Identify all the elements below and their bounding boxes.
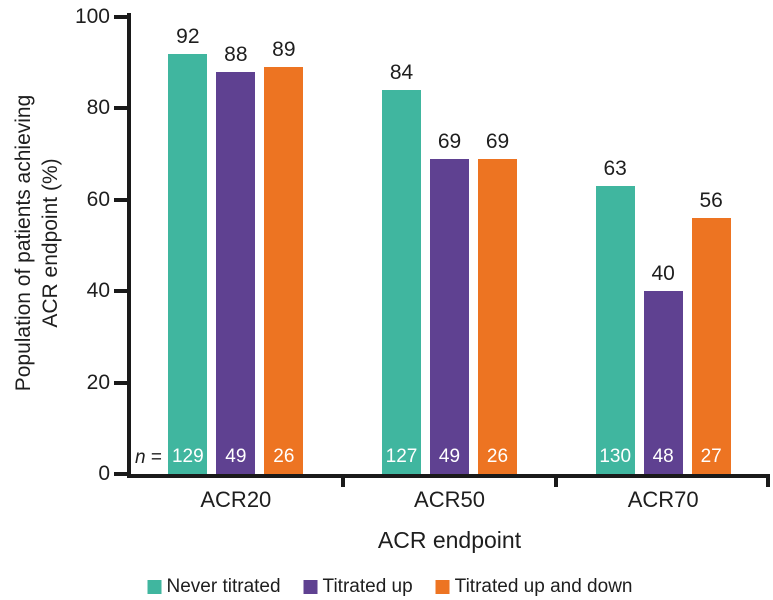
bar-value-label: 69 (485, 129, 510, 153)
bar-value-label: 92 (176, 24, 200, 48)
y-tick-label: 100 (74, 5, 110, 28)
bar-n-label: 49 (225, 446, 247, 467)
legend-item: Titrated up and down (435, 576, 633, 598)
y-tick-label: 20 (86, 370, 110, 394)
legend-swatch-icon (147, 580, 162, 594)
bar-value-label: 69 (437, 129, 462, 153)
bar-value-label: 40 (651, 262, 675, 286)
legend-swatch-icon (303, 580, 318, 594)
x-axis-title: ACR endpoint (377, 527, 522, 553)
y-tick-label: 0 (98, 462, 110, 485)
x-category-label-acr20: ACR20 (200, 487, 272, 512)
bar-value-label: 56 (699, 189, 723, 213)
y-tick-mark (114, 197, 128, 202)
bar: 89 26 (264, 38, 304, 474)
plot-area: 92 129 88 49 89 26 84 127 69 49 69 26 63 130 40 48 56 27 … (129, 17, 770, 474)
bar-value-label: 88 (224, 42, 248, 66)
bar-n-label: 26 (486, 446, 509, 467)
x-tick-mark (766, 478, 770, 487)
x-axis-line (127, 474, 770, 478)
bar-group-acr20: 92 129 88 49 89 26 (129, 17, 343, 474)
n-italic: n (135, 447, 146, 468)
bar: 84 127 (382, 61, 421, 474)
y-tick-mark (114, 472, 128, 476)
y-tick-mark (114, 15, 128, 19)
y-tick-mark (114, 106, 128, 111)
bar-n-label: 49 (438, 446, 461, 467)
y-tick-label: 60 (86, 187, 110, 211)
bar-n-label: 48 (652, 446, 674, 467)
bar-n-label: 130 (599, 446, 632, 467)
y-axis-title-line1: Population of patients achieving (12, 94, 35, 392)
bar: 63 130 (595, 157, 635, 474)
bar-groups: 92 129 88 49 89 26 84 127 69 49 69 26 63 130 40 48 56 27 (129, 17, 770, 474)
x-tick-mark (340, 478, 345, 487)
bar: 92 129 (168, 25, 208, 474)
y-tick-mark (114, 289, 128, 294)
x-category-labels: ACR20 ACR50 ACR70 (129, 487, 770, 513)
legend-item: Never titrated (147, 576, 281, 598)
bar-value-label: 89 (272, 38, 296, 62)
legend-label: Titrated up (322, 576, 413, 597)
y-axis-title-line2: ACR endpoint (%) (39, 158, 62, 328)
bar: 69 49 (430, 130, 469, 474)
legend-swatch-icon (435, 580, 450, 594)
legend: Never titrated Titrated up Titrated up and… (147, 576, 633, 598)
y-tick-label: 40 (86, 279, 110, 303)
bar-n-label: 129 (171, 446, 204, 467)
bar-group-acr70: 63 130 40 48 56 27 (556, 17, 770, 474)
bar: 88 49 (216, 43, 256, 474)
n-equals-label: n = (135, 447, 167, 469)
x-category-label-acr50: ACR50 (414, 487, 485, 512)
bar-n-label: 26 (273, 446, 295, 467)
bar-group-acr50: 84 127 69 49 69 26 (343, 17, 557, 474)
legend-item: Titrated up (303, 576, 413, 598)
bar-value-label: 84 (389, 61, 414, 85)
y-tick-mark (114, 380, 128, 385)
bar: 69 26 (478, 130, 517, 474)
y-tick-label: 80 (86, 96, 110, 120)
n-equals-sign: = (145, 447, 168, 468)
y-axis-line (127, 13, 131, 478)
legend-label: Never titrated (166, 576, 281, 597)
y-axis-title: Population of patients achieving ACR end… (10, 95, 64, 392)
x-tick-mark (554, 478, 559, 487)
bar-n-label: 127 (385, 446, 418, 467)
legend-label: Titrated up and down (454, 576, 633, 597)
bar: 56 27 (691, 189, 731, 474)
bar-n-label: 27 (700, 446, 722, 467)
bar-value-label: 63 (603, 157, 627, 181)
bar: 40 48 (643, 262, 683, 474)
x-category-label-acr70: ACR70 (627, 487, 699, 512)
